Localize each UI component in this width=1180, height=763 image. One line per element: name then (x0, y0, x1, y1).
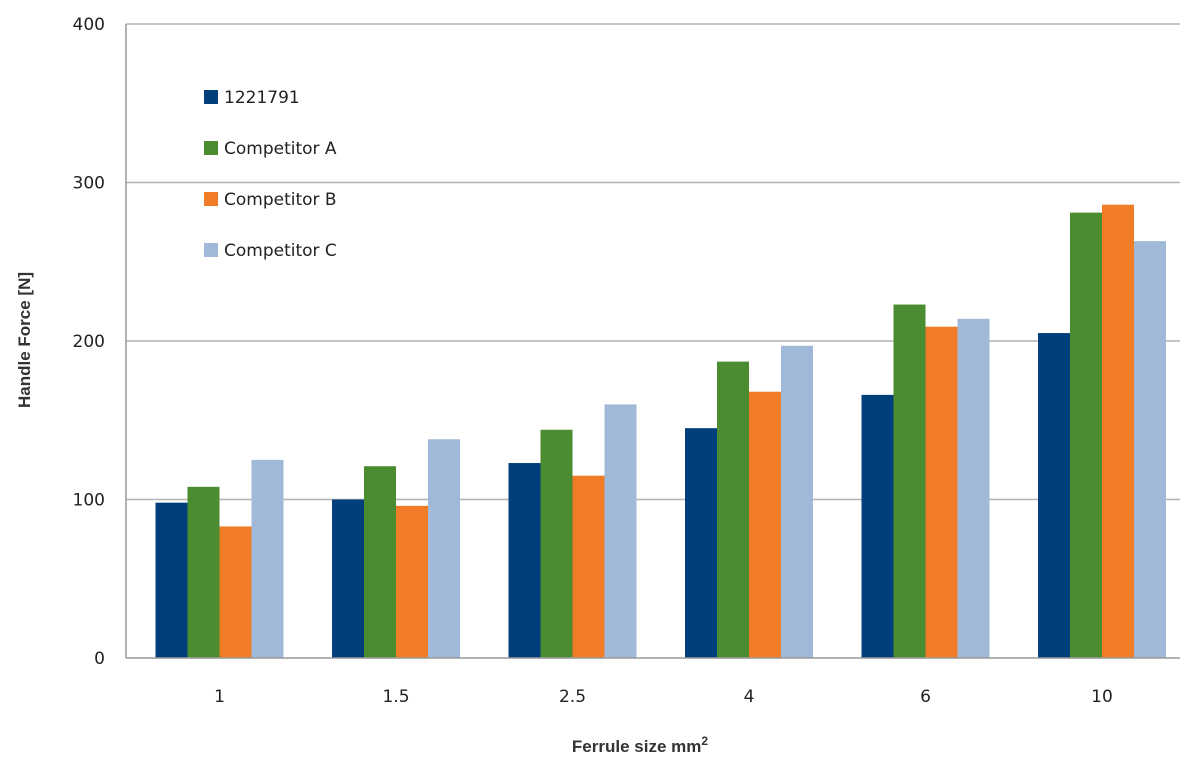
legend-label: Competitor B (224, 190, 337, 210)
bar (604, 404, 637, 658)
x-tick-label: 4 (744, 687, 755, 707)
bar (155, 502, 188, 658)
bar (717, 361, 749, 658)
y-tick-label: 200 (73, 332, 105, 352)
bar (1134, 241, 1166, 658)
bar (781, 345, 813, 658)
x-axis-title-superscript: 2 (701, 734, 708, 748)
bar (540, 429, 573, 658)
bar (685, 428, 717, 658)
bar (861, 394, 894, 658)
legend-swatch (204, 243, 218, 257)
y-axis-title: Handle Force [N] (15, 272, 34, 408)
bar (1070, 212, 1102, 659)
legend-label: Competitor A (224, 139, 337, 159)
bar (749, 391, 781, 658)
bar (1102, 204, 1134, 658)
bar (396, 505, 428, 658)
bar (572, 475, 605, 658)
x-tick-label: 10 (1091, 687, 1113, 707)
bar (957, 318, 990, 658)
legend-label: Competitor C (224, 241, 337, 261)
x-axis-title: Ferrule size mm2 (572, 734, 708, 756)
legend-swatch (204, 141, 218, 155)
y-tick-label: 100 (73, 491, 105, 511)
x-tick-label: 1.5 (382, 687, 409, 707)
y-tick-label: 400 (73, 15, 105, 35)
legend-label: 1221791 (224, 88, 300, 108)
bar (332, 499, 364, 658)
axes-group (125, 24, 1180, 659)
bar (1038, 333, 1070, 658)
bars-group (155, 204, 1166, 659)
legend: 1221791 Competitor A Competitor B Competito… (204, 88, 337, 261)
y-tick-labels: 0 100 200 300 400 (73, 15, 105, 669)
gridlines (126, 23, 1180, 501)
bar (364, 466, 396, 658)
bar (187, 486, 220, 658)
bar (925, 326, 958, 658)
x-tick-labels: 1 1.5 2.5 4 6 10 (214, 687, 1113, 707)
legend-swatch (204, 90, 218, 104)
x-axis-title-text: Ferrule size mm (572, 737, 701, 756)
x-tick-label: 1 (214, 687, 225, 707)
y-tick-label: 0 (94, 649, 105, 669)
x-tick-label: 6 (920, 687, 931, 707)
legend-swatch (204, 192, 218, 206)
y-tick-label: 300 (73, 174, 105, 194)
bar (508, 463, 541, 658)
bar (893, 304, 926, 658)
x-tick-label: 2.5 (559, 687, 586, 707)
bar (219, 526, 252, 658)
bar (428, 439, 460, 658)
bar (251, 459, 284, 658)
